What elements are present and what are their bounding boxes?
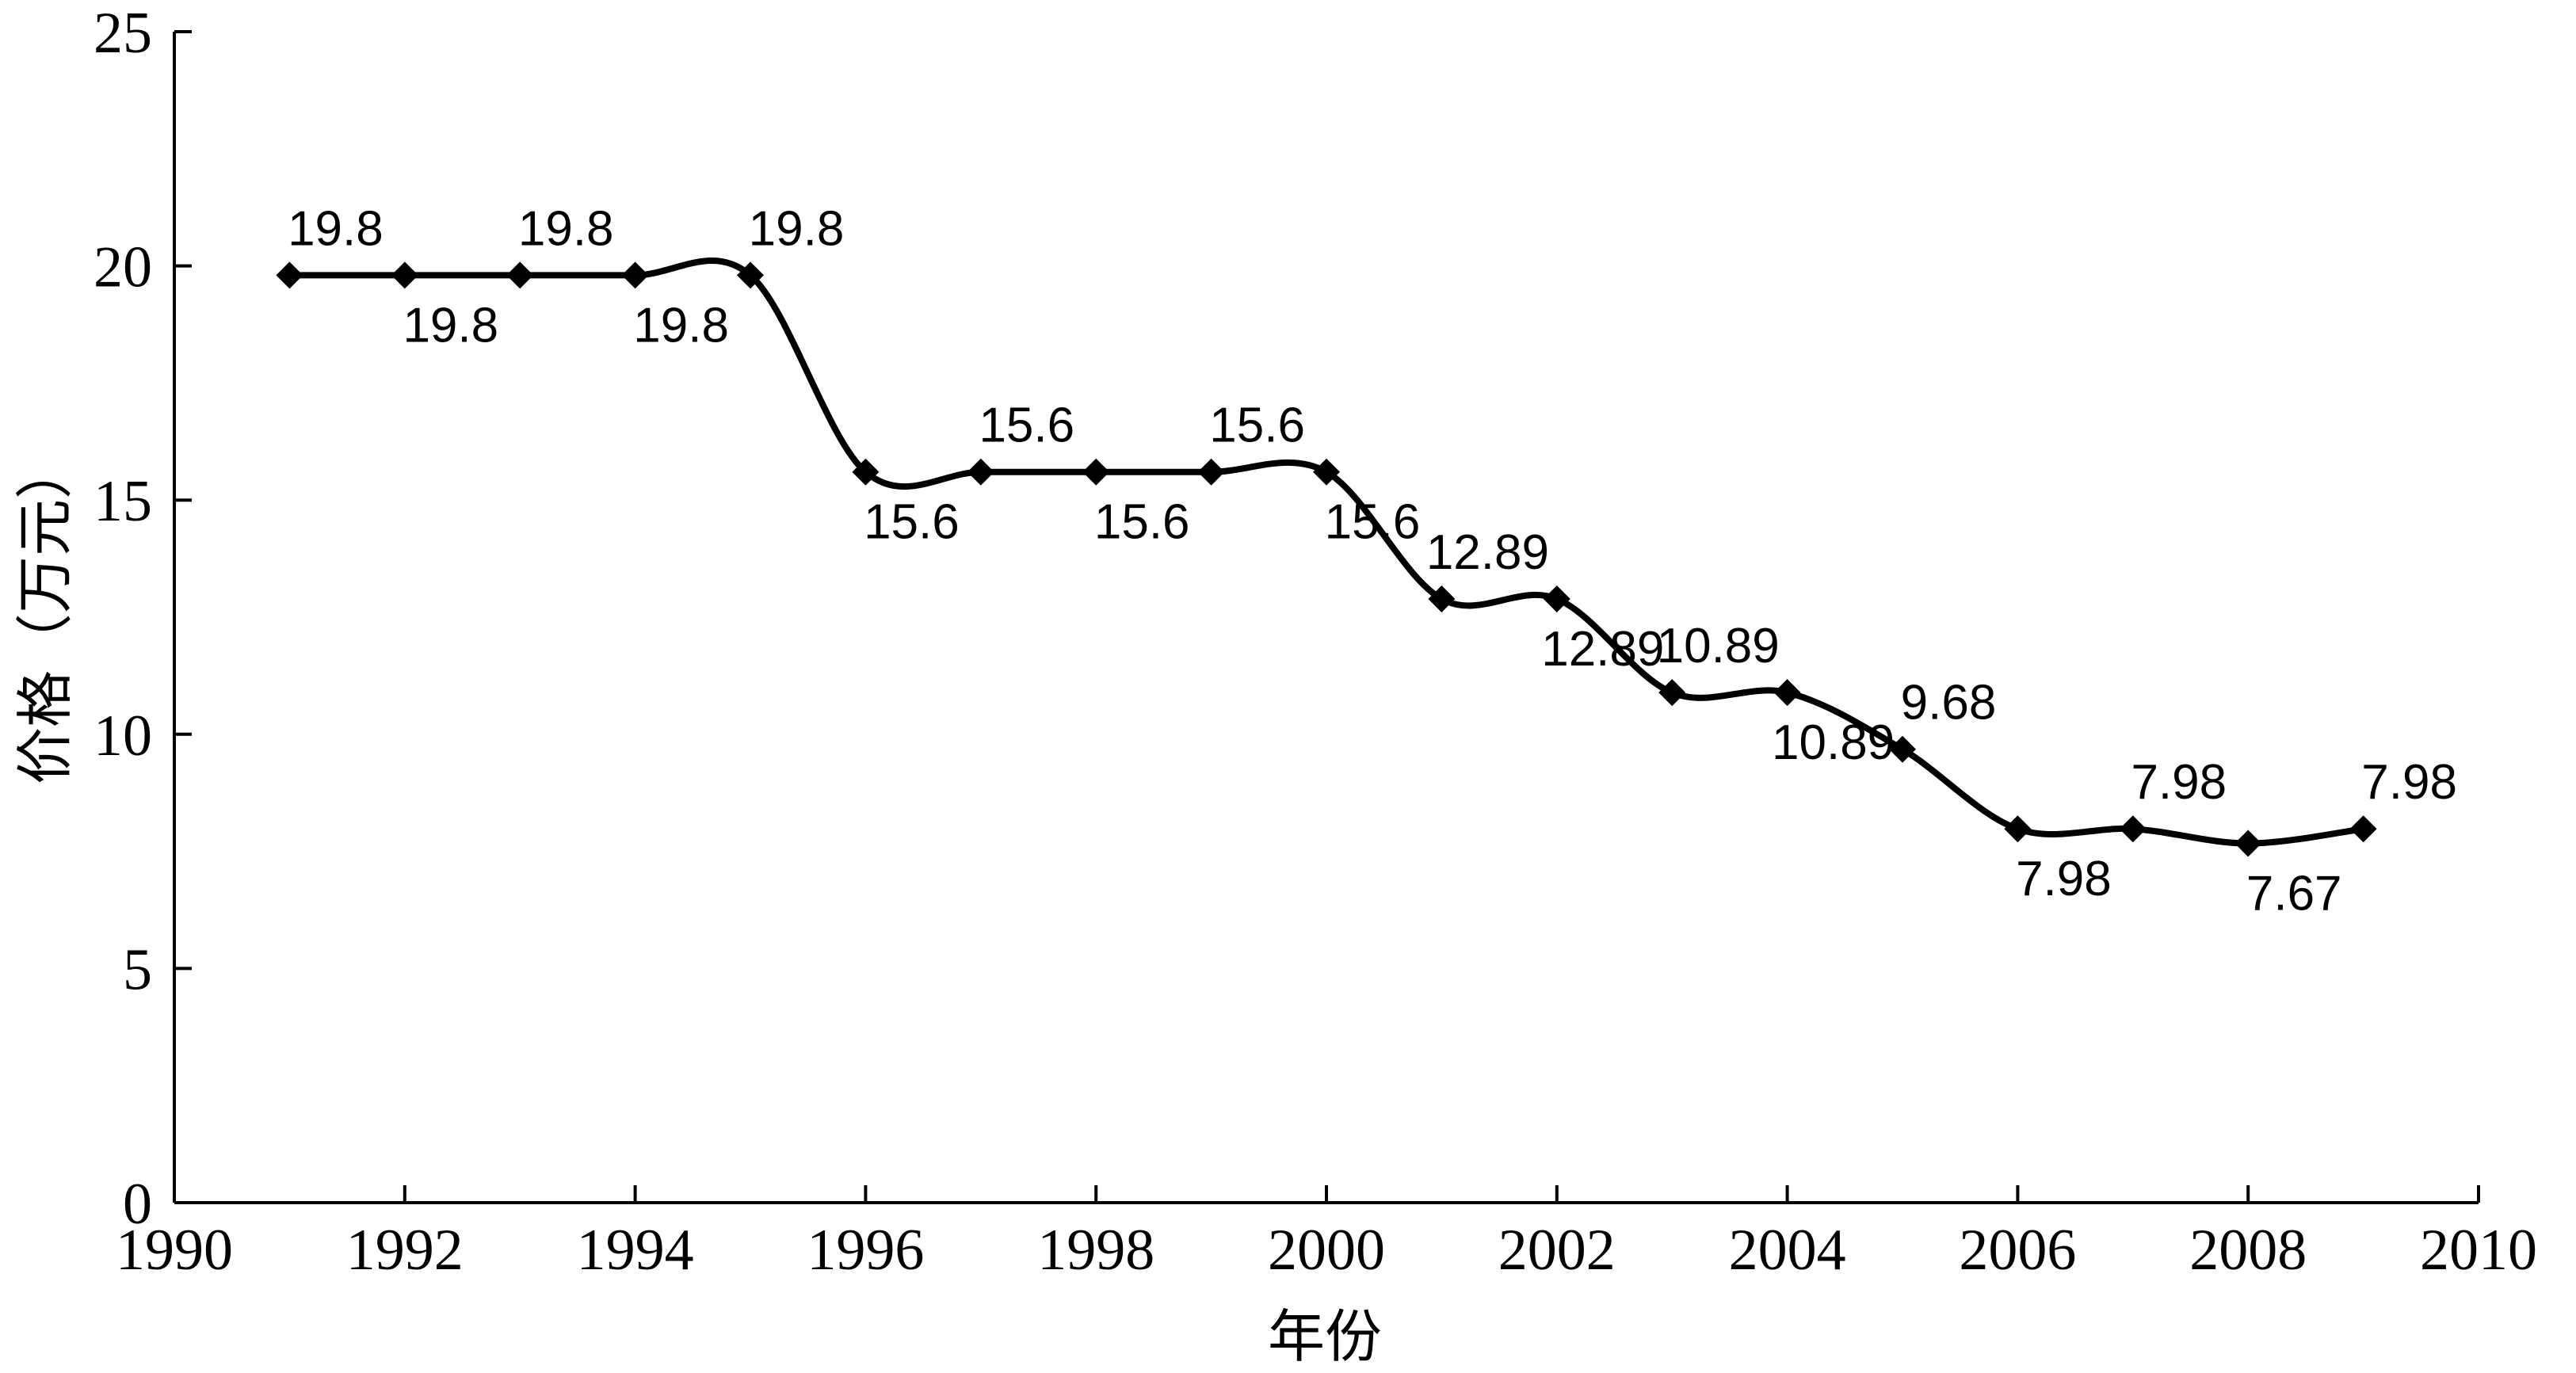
data-label: 15.6 bbox=[864, 495, 960, 550]
data-point-marker bbox=[506, 261, 534, 289]
data-label: 19.8 bbox=[633, 298, 729, 353]
y-axis-title: 价格（万元） bbox=[12, 442, 78, 784]
y-tick-label: 25 bbox=[93, 1, 152, 66]
data-point-marker bbox=[737, 261, 764, 289]
data-point-marker bbox=[276, 261, 303, 289]
x-tick-label: 2008 bbox=[2189, 1218, 2307, 1283]
x-tick-label: 2002 bbox=[1498, 1218, 1616, 1283]
data-point-marker bbox=[1082, 458, 1110, 486]
x-tick-label: 2004 bbox=[1729, 1218, 1846, 1283]
data-point-marker bbox=[2349, 815, 2377, 843]
y-tick-label: 10 bbox=[93, 704, 152, 768]
x-axis-title: 年份 bbox=[1268, 1303, 1382, 1370]
data-point-marker bbox=[391, 261, 418, 289]
data-point-marker bbox=[621, 261, 649, 289]
data-point-marker bbox=[967, 458, 994, 486]
data-label: 15.6 bbox=[1209, 399, 1305, 453]
data-label: 10.89 bbox=[1657, 619, 1780, 673]
data-point-marker bbox=[1313, 458, 1340, 486]
data-label: 7.67 bbox=[2246, 867, 2342, 921]
y-tick-label: 15 bbox=[93, 469, 152, 534]
x-tick-label: 1992 bbox=[346, 1218, 464, 1283]
data-point-marker bbox=[2119, 815, 2147, 843]
data-point-marker bbox=[1773, 679, 1801, 707]
data-labels: 19.8 19.8 19.8 19.8 19.8 15.6 15.6 15.6 15.6 15.6… bbox=[288, 201, 2457, 921]
data-label: 15.6 bbox=[1325, 495, 1421, 550]
data-point-marker bbox=[1428, 585, 1456, 612]
data-label: 19.8 bbox=[403, 298, 498, 353]
data-label: 10.89 bbox=[1772, 715, 1895, 770]
x-axis-ticks: 1990 1992 1994 1996 1998 2000 2002 2004 2006 2008… bbox=[116, 1185, 2537, 1283]
data-label: 7.98 bbox=[2361, 755, 2457, 810]
data-label: 15.6 bbox=[979, 399, 1074, 453]
data-point-marker bbox=[2004, 815, 2032, 843]
data-label: 19.8 bbox=[288, 201, 384, 256]
x-tick-label: 2006 bbox=[1959, 1218, 2076, 1283]
x-tick-label: 2010 bbox=[2420, 1218, 2537, 1283]
data-point-marker bbox=[1889, 735, 1916, 763]
y-tick-label: 5 bbox=[123, 937, 152, 1002]
data-point-marker bbox=[2234, 830, 2262, 857]
data-label: 19.8 bbox=[518, 201, 614, 256]
x-tick-label: 1996 bbox=[807, 1218, 924, 1283]
x-tick-label: 1990 bbox=[116, 1218, 233, 1283]
price-line bbox=[286, 257, 2367, 847]
y-tick-label: 20 bbox=[93, 235, 152, 300]
y-tick-label: 0 bbox=[123, 1172, 152, 1237]
data-label: 19.8 bbox=[749, 201, 845, 256]
data-label: 15.6 bbox=[1094, 495, 1190, 550]
data-label: 12.89 bbox=[1541, 622, 1664, 677]
data-point-marker bbox=[1658, 679, 1686, 707]
data-point-marker bbox=[852, 458, 880, 486]
data-label: 12.89 bbox=[1426, 525, 1549, 580]
x-tick-label: 2000 bbox=[1268, 1218, 1385, 1283]
data-label: 9.68 bbox=[1901, 676, 1997, 730]
data-point-marker bbox=[1543, 585, 1570, 612]
data-point-marker bbox=[1197, 458, 1225, 486]
x-tick-label: 1994 bbox=[577, 1218, 694, 1283]
x-tick-label: 1998 bbox=[1037, 1218, 1154, 1283]
data-label: 7.98 bbox=[2131, 755, 2227, 810]
data-markers bbox=[276, 261, 2377, 857]
data-label: 7.98 bbox=[2016, 852, 2112, 906]
y-axis-ticks: 0 5 10 15 20 25 bbox=[93, 1, 192, 1237]
